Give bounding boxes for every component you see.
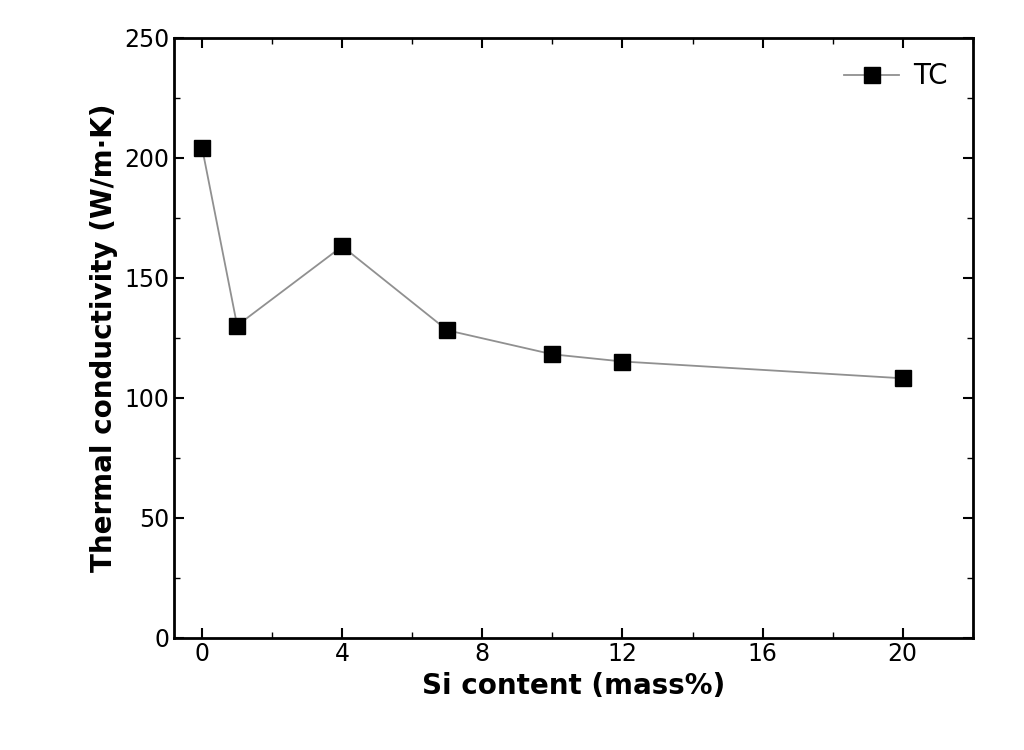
- Y-axis label: Thermal conductivity (W/m·K): Thermal conductivity (W/m·K): [90, 104, 119, 572]
- Legend: TC: TC: [833, 52, 958, 101]
- X-axis label: Si content (mass%): Si content (mass%): [422, 672, 725, 700]
- TC: [616, 357, 629, 366]
- TC: [196, 143, 208, 152]
- TC: [336, 242, 348, 250]
- Line: TC: TC: [195, 140, 910, 386]
- TC: [231, 321, 244, 330]
- TC: [546, 350, 558, 358]
- TC: [897, 374, 909, 382]
- TC: [441, 326, 454, 334]
